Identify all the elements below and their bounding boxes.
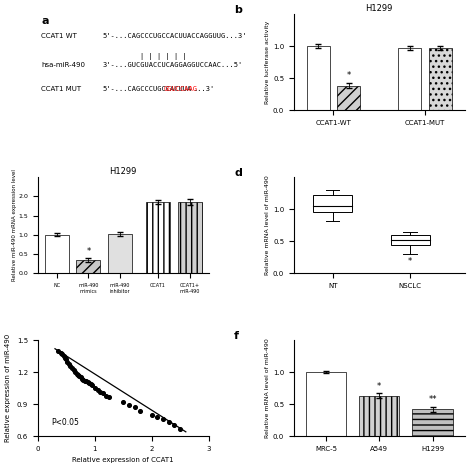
Point	[131, 403, 138, 411]
Text: f: f	[234, 331, 239, 341]
Point	[88, 381, 96, 389]
Point	[63, 356, 70, 363]
Text: CCAT1 WT: CCAT1 WT	[41, 33, 77, 39]
Point	[85, 379, 93, 387]
Point	[65, 360, 73, 367]
Point	[79, 375, 86, 383]
Text: *: *	[346, 71, 351, 80]
Y-axis label: Relative mRNA level of miR-490: Relative mRNA level of miR-490	[265, 338, 270, 438]
Point	[58, 350, 65, 358]
Bar	[428, 48, 452, 110]
Point	[71, 368, 79, 376]
Point	[171, 422, 178, 429]
Point	[74, 372, 82, 379]
Bar	[306, 372, 346, 436]
Point	[159, 415, 167, 423]
Bar	[337, 86, 360, 110]
Point	[119, 398, 127, 406]
Point	[68, 364, 76, 372]
Text: 3'-...GUCGUACCUCAGGAGGUCCAAC...5': 3'-...GUCGUACCUCAGGAGGUCCAAC...5'	[103, 62, 243, 68]
Point	[66, 362, 74, 370]
Point	[73, 371, 81, 378]
Text: *: *	[377, 382, 381, 391]
Bar	[391, 235, 429, 245]
Title: H1299: H1299	[109, 167, 137, 176]
Title: H1299: H1299	[365, 4, 393, 13]
Point	[105, 393, 113, 401]
Y-axis label: Relative luciferase activity: Relative luciferase activity	[265, 20, 270, 104]
Point	[64, 358, 71, 365]
Point	[82, 377, 89, 384]
Bar	[76, 260, 100, 273]
Text: ...3': ...3'	[193, 86, 214, 92]
Text: b: b	[234, 5, 242, 15]
Bar	[108, 234, 132, 273]
Text: *: *	[86, 247, 91, 256]
Point	[87, 380, 95, 388]
Text: CCAT1 MUT: CCAT1 MUT	[41, 86, 82, 92]
Point	[54, 347, 62, 355]
Text: 5'-...CAGCCCUGCCACUUA: 5'-...CAGCCCUGCCACUUA	[103, 86, 192, 92]
Point	[62, 355, 69, 362]
Text: | | | | | |: | | | | | |	[140, 53, 187, 60]
Point	[82, 377, 90, 384]
Bar	[178, 202, 201, 273]
Point	[94, 386, 101, 394]
Point	[125, 401, 133, 409]
Text: d: d	[234, 168, 242, 178]
Bar	[313, 195, 352, 212]
Y-axis label: Relative mRNA level of miR-490: Relative mRNA level of miR-490	[265, 175, 270, 275]
Point	[137, 407, 144, 414]
Point	[176, 425, 184, 432]
Point	[75, 373, 82, 380]
Text: GGUCCAAG: GGUCCAAG	[164, 86, 197, 92]
X-axis label: Relative expression of CCAT1: Relative expression of CCAT1	[73, 457, 174, 464]
Point	[77, 374, 84, 381]
Point	[97, 389, 104, 396]
Bar	[307, 46, 330, 110]
Bar	[359, 396, 400, 436]
Point	[84, 378, 92, 385]
Bar	[45, 235, 69, 273]
Y-axis label: Relative miR-490 mRNA expression level: Relative miR-490 mRNA expression level	[12, 169, 17, 281]
Point	[148, 411, 155, 419]
Text: **: **	[428, 395, 437, 404]
Point	[102, 392, 110, 400]
Bar	[398, 48, 421, 110]
Text: P<0.05: P<0.05	[52, 418, 80, 427]
Bar	[412, 409, 453, 436]
Text: 5'-...CAGCCCUGCCACUUACCAGGUUG...3': 5'-...CAGCCCUGCCACUUACCAGGUUG...3'	[103, 33, 247, 39]
Point	[57, 349, 64, 357]
Bar	[146, 202, 170, 273]
Text: hsa-miR-490: hsa-miR-490	[41, 62, 85, 68]
Point	[91, 384, 99, 392]
Text: a: a	[41, 16, 49, 26]
Point	[100, 390, 107, 397]
Point	[154, 413, 161, 421]
Point	[60, 352, 67, 360]
Point	[80, 376, 87, 383]
Point	[165, 419, 173, 426]
Text: *: *	[408, 257, 412, 266]
Y-axis label: Relative expression of miR-490: Relative expression of miR-490	[5, 334, 11, 442]
Point	[70, 366, 78, 374]
